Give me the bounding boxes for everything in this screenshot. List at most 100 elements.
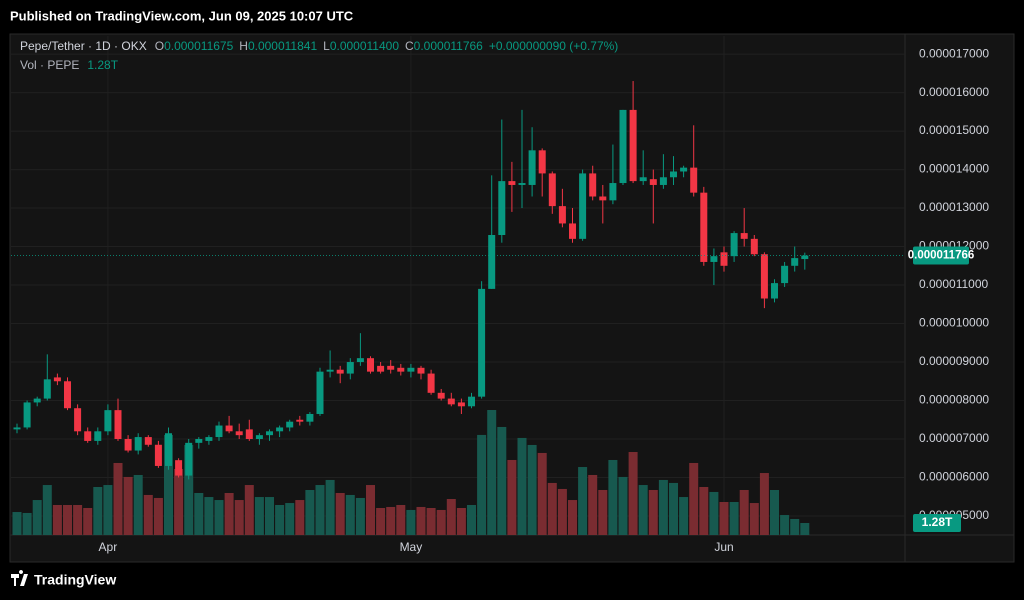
candle-body (427, 373, 435, 393)
candle-body (457, 402, 465, 407)
candle-body (760, 254, 768, 299)
volume-bar (63, 504, 72, 535)
y-tick-label: 0.000011000 (919, 277, 989, 291)
candle-body (569, 223, 576, 239)
volume-bar (275, 504, 285, 535)
candle-body (124, 439, 132, 451)
y-tick-label: 0.000006000 (919, 470, 989, 484)
chart: 0.0000050000.0000060000.0000070000.00000… (10, 34, 1014, 562)
volume-bar (32, 500, 42, 535)
volume-bar (164, 434, 173, 535)
high-key: H (239, 39, 248, 53)
volume-bar (194, 492, 204, 535)
candle-body (306, 413, 314, 422)
candle-body (94, 431, 102, 441)
volume-bar (244, 485, 254, 535)
candle-body (23, 402, 31, 428)
candle-body (437, 392, 445, 399)
volume-bar (790, 518, 800, 535)
candle-body (558, 206, 566, 224)
candle-body (801, 255, 809, 260)
candle-body (336, 369, 344, 374)
volume-bar (73, 504, 83, 535)
candle-body (225, 425, 233, 432)
volume-bar (648, 489, 658, 535)
volume-bar (52, 504, 62, 535)
y-tick-label: 0.000017000 (919, 46, 989, 60)
low-key: L (323, 39, 330, 53)
volume-bar (416, 506, 426, 535)
volume-bar (608, 459, 618, 535)
candle-body (195, 439, 203, 443)
candle-body (64, 381, 71, 409)
volume-bar (345, 494, 355, 535)
candle-body (690, 167, 698, 193)
candle-body (377, 365, 385, 372)
volume-bar (315, 485, 325, 535)
close-value: 0.000011766 (414, 39, 484, 53)
candle-body (175, 460, 183, 476)
volume-tag (913, 513, 961, 532)
volume-bar (689, 462, 699, 535)
y-tick-label: 0.000015000 (919, 123, 989, 137)
candle-body (215, 425, 223, 438)
candle-body (538, 150, 546, 174)
candle-body (387, 365, 395, 370)
volume-bar (214, 500, 224, 535)
volume-bar (83, 507, 93, 535)
candle-body (771, 283, 778, 299)
volume-bar (406, 509, 416, 535)
volume-bar (709, 491, 719, 535)
volume-bar (376, 507, 386, 535)
candle-body (53, 377, 61, 382)
open-value: 0.000011675 (164, 39, 234, 53)
candle-body (165, 433, 172, 466)
volume-bar (467, 504, 476, 535)
candle-body (235, 431, 243, 436)
volume-bar (12, 512, 22, 535)
candle-body (518, 183, 526, 185)
volume-bar (436, 509, 446, 535)
volume-bar (204, 497, 214, 535)
y-tick-label: 0.000008000 (919, 393, 989, 407)
candle-body (781, 265, 789, 284)
candle-body (266, 431, 273, 436)
volume-bar (254, 497, 264, 535)
published-note: Published on TradingView.com, Jun 09, 20… (10, 8, 354, 23)
candle-body (346, 362, 354, 374)
candle-body (154, 444, 162, 466)
candle-body (670, 171, 677, 178)
volume-bar (527, 444, 537, 535)
candle-body (579, 173, 587, 239)
volume-key: Vol · PEPE (20, 58, 79, 72)
candle-body (114, 410, 122, 440)
volume-bar (618, 476, 628, 535)
candle-body (447, 398, 455, 405)
volume-bar (123, 476, 133, 535)
volume-bar (153, 497, 163, 535)
candle-body (205, 437, 213, 441)
last-price-tag (913, 246, 969, 265)
candle-body (589, 173, 597, 197)
volume-bar (800, 522, 810, 535)
volume-bar (739, 489, 749, 535)
candle-body (740, 233, 748, 239)
candle-body (185, 442, 193, 476)
candle-body (367, 358, 374, 372)
candle-body (43, 379, 51, 399)
volume-bar (22, 512, 32, 535)
volume-bar (699, 486, 709, 535)
brand-logo (11, 570, 28, 586)
volume-bar (234, 500, 244, 535)
candle-body (528, 150, 536, 185)
volume-bar (456, 507, 466, 535)
candle-body (619, 109, 627, 184)
candle-body (468, 396, 475, 407)
volume-bar (184, 444, 194, 535)
candle-body (791, 258, 799, 266)
candle-body (397, 367, 405, 372)
y-tick-label: 0.000016000 (919, 85, 989, 99)
x-tick-label: Jun (714, 540, 733, 554)
x-tick-label: May (400, 540, 423, 554)
